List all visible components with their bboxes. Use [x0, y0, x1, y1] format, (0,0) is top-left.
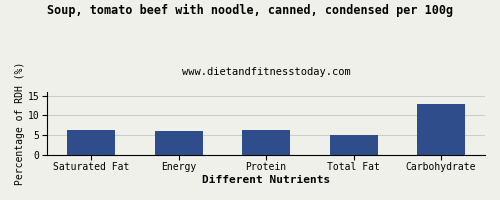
Bar	[417, 104, 465, 155]
Bar	[67, 130, 115, 155]
Text: Soup, tomato beef with noodle, canned, condensed per 100g: Soup, tomato beef with noodle, canned, c…	[47, 4, 453, 17]
X-axis label: Different Nutrients: Different Nutrients	[202, 175, 330, 185]
Bar	[154, 131, 202, 155]
Title: www.dietandfitnesstoday.com: www.dietandfitnesstoday.com	[182, 67, 350, 77]
Y-axis label: Percentage of RDH (%): Percentage of RDH (%)	[15, 61, 25, 185]
Bar	[242, 130, 290, 155]
Bar	[330, 135, 378, 155]
